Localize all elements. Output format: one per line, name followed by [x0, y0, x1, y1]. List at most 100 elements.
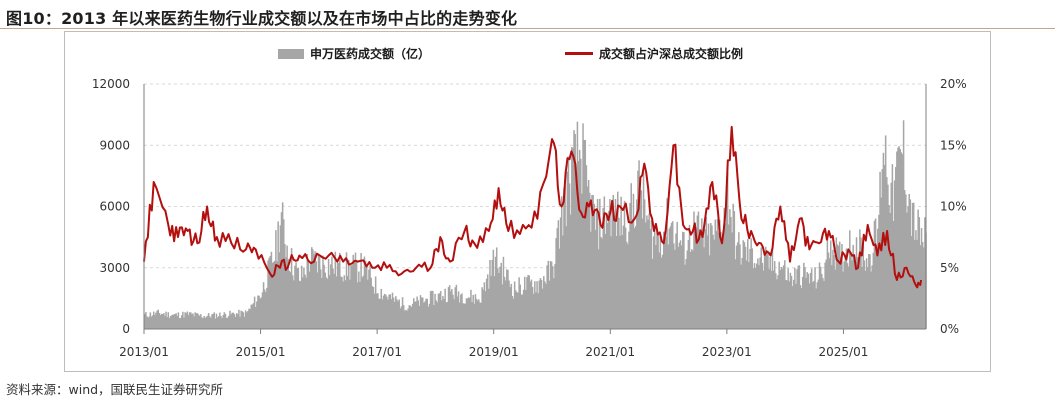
volume-bar [238, 309, 240, 329]
volume-bar [463, 303, 465, 329]
volume-bar [831, 265, 833, 329]
volume-bar [760, 247, 763, 329]
volume-bar [321, 278, 323, 329]
volume-bar [744, 246, 747, 329]
volume-bar [282, 219, 285, 329]
volume-bar [676, 221, 678, 329]
volume-bar [239, 316, 241, 329]
volume-bar [170, 315, 173, 329]
volume-bar [764, 246, 767, 329]
volume-bar [575, 178, 578, 329]
volume-bar [609, 199, 611, 329]
volume-bar [183, 317, 185, 329]
volume-bar [360, 253, 362, 329]
volume-bar [349, 279, 351, 329]
volume-bar [504, 280, 507, 329]
volume-bar [478, 299, 480, 329]
volume-bar [675, 233, 677, 329]
volume-bar [396, 299, 398, 329]
volume-bar [262, 282, 265, 329]
volume-bar [577, 161, 580, 329]
volume-bar [419, 295, 422, 329]
volume-bar [241, 311, 244, 329]
volume-bar [591, 195, 593, 329]
volume-bar [453, 299, 455, 329]
volume-bar [803, 262, 805, 329]
y-left-tick-label: 9000 [99, 138, 130, 152]
volume-bar [207, 313, 210, 329]
volume-bar [599, 198, 601, 329]
volume-bar [545, 283, 547, 329]
volume-bar [762, 270, 765, 329]
volume-bar [231, 312, 233, 329]
volume-bar [731, 232, 733, 329]
volume-bar [614, 198, 617, 329]
volume-bar [573, 130, 575, 329]
volume-bar [530, 279, 533, 329]
volume-bar [898, 146, 900, 329]
volume-bar [507, 269, 509, 329]
volume-bar [305, 277, 307, 329]
volume-bar [286, 245, 288, 329]
volume-bar [840, 264, 842, 329]
volume-bar [502, 256, 505, 329]
volume-bar [298, 280, 301, 329]
volume-bar [269, 255, 272, 329]
volume-bar [512, 298, 515, 329]
volume-bar [432, 290, 434, 329]
volume-bar [508, 280, 510, 329]
volume-bar [877, 228, 879, 329]
volume-bar [224, 314, 227, 329]
volume-bar [583, 140, 585, 329]
volume-bar [892, 221, 895, 329]
volume-bar [623, 200, 626, 329]
volume-bar [405, 309, 407, 329]
volume-bar [692, 250, 694, 329]
volume-bar [688, 224, 691, 329]
volume-bar [499, 266, 501, 329]
volume-bar [850, 252, 852, 329]
volume-bar [651, 258, 654, 329]
volume-bar [869, 254, 871, 329]
volume-bar [792, 279, 795, 329]
volume-bar [544, 281, 546, 329]
volume-bar [364, 260, 367, 329]
volume-bar [804, 267, 806, 329]
volume-bar [615, 236, 618, 329]
volume-bar [441, 300, 443, 329]
volume-bar [594, 229, 597, 329]
volume-bar [655, 245, 657, 329]
volume-bar [157, 309, 159, 329]
volume-bar [315, 261, 318, 329]
volume-bar [537, 293, 539, 329]
volume-bar [812, 282, 814, 329]
volume-bar [203, 316, 205, 329]
volume-bar [443, 298, 445, 329]
volume-bar [643, 199, 646, 329]
volume-bar [365, 265, 368, 329]
volume-bar [735, 245, 738, 329]
volume-bar [588, 192, 591, 329]
volume-bar [871, 265, 873, 329]
volume-bar [893, 180, 896, 329]
volume-bar [634, 226, 637, 329]
volume-bar [642, 171, 645, 329]
volume-bar [204, 317, 207, 329]
volume-bar [868, 253, 870, 329]
volume-bar [194, 312, 196, 329]
volume-bar [159, 314, 162, 329]
volume-bar [791, 286, 794, 329]
volume-bar [368, 269, 370, 329]
volume-bar [789, 272, 792, 329]
volume-bar [278, 252, 281, 329]
volume-bar [685, 259, 687, 329]
volume-bar [276, 261, 278, 329]
volume-bar [401, 297, 404, 329]
volume-bar [729, 209, 731, 329]
volume-bar [220, 316, 222, 329]
volume-bar [785, 279, 787, 329]
volume-bar [410, 307, 413, 329]
volume-bar [782, 265, 785, 329]
volume-bar [270, 251, 273, 329]
volume-bar [517, 292, 519, 329]
